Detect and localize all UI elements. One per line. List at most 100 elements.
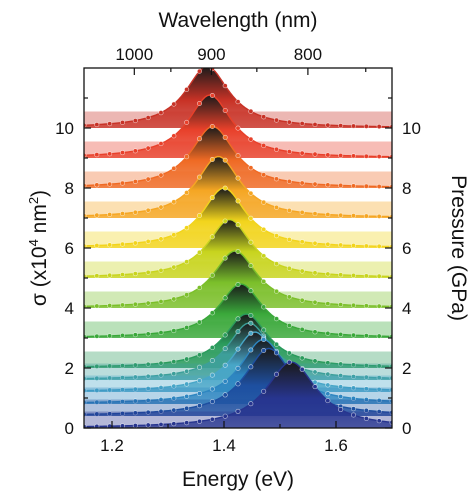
data-point <box>184 190 190 196</box>
data-point <box>94 387 100 393</box>
data-point <box>248 215 254 221</box>
data-point <box>145 361 151 367</box>
data-point <box>286 359 292 365</box>
data-point <box>299 180 305 186</box>
data-point <box>261 388 267 394</box>
data-point <box>107 333 113 339</box>
data-point <box>299 355 305 361</box>
data-point <box>171 165 177 171</box>
data-point <box>209 416 215 422</box>
sigma-symbol: σ (x10 <box>28 246 51 306</box>
data-point <box>197 136 203 142</box>
data-point <box>261 337 267 343</box>
data-point <box>248 312 254 318</box>
data-point <box>350 302 356 308</box>
data-point <box>350 272 356 278</box>
data-point <box>273 371 279 377</box>
data-point <box>145 269 151 275</box>
data-point <box>286 350 292 356</box>
y-left-tick-label: 2 <box>65 359 74 378</box>
y-axis-title-right: Pressure (GPa) <box>447 175 470 321</box>
data-point <box>312 369 318 375</box>
data-point <box>299 268 305 274</box>
data-point <box>94 363 100 369</box>
data-point <box>286 265 292 271</box>
data-point <box>107 363 113 369</box>
data-point <box>120 211 126 217</box>
data-point <box>338 407 344 413</box>
data-point <box>235 365 241 371</box>
data-point <box>350 385 356 391</box>
data-point <box>107 272 113 278</box>
top-axis-title: Wavelength (nm) <box>158 9 317 32</box>
data-point <box>184 381 190 387</box>
data-point <box>120 410 126 416</box>
y-right-tick-label: 6 <box>402 239 411 258</box>
data-point <box>132 398 138 404</box>
data-point <box>145 331 151 337</box>
data-point <box>299 366 305 372</box>
data-point <box>261 327 267 333</box>
data-point <box>145 238 151 244</box>
data-point <box>222 332 228 338</box>
data-point <box>171 395 177 401</box>
data-point <box>171 371 177 377</box>
data-point <box>197 418 203 424</box>
data-point <box>363 153 369 159</box>
data-point <box>299 297 305 303</box>
data-point <box>120 332 126 338</box>
data-point <box>235 222 241 228</box>
data-point <box>299 150 305 156</box>
data-point <box>145 300 151 306</box>
data-point <box>209 386 215 392</box>
data-point <box>132 362 138 368</box>
data-point <box>273 176 279 182</box>
spectrum-area-0.8-gpa <box>84 339 392 404</box>
data-point <box>132 332 138 338</box>
data-point <box>350 183 356 189</box>
data-point <box>132 410 138 416</box>
data-point <box>158 360 164 366</box>
data-point <box>158 267 164 273</box>
data-point <box>158 408 164 414</box>
data-point <box>273 233 279 239</box>
data-point <box>338 373 344 379</box>
data-point <box>325 152 331 158</box>
data-point <box>235 175 241 181</box>
y-left-tick-label: 4 <box>65 299 74 318</box>
data-point <box>376 213 382 219</box>
data-point <box>132 118 138 124</box>
data-point <box>273 350 279 356</box>
data-point <box>376 418 382 424</box>
data-point <box>376 153 382 159</box>
data-point <box>158 372 164 378</box>
data-point <box>222 218 228 224</box>
data-point <box>248 190 254 196</box>
data-point <box>197 364 203 370</box>
data-point <box>184 420 190 426</box>
y-left-tick-label: 6 <box>65 239 74 258</box>
y-right-tick-label: 0 <box>402 419 411 438</box>
data-point <box>273 341 279 347</box>
data-point <box>376 333 382 339</box>
data-point <box>209 310 215 316</box>
data-point <box>248 364 254 370</box>
data-point <box>235 282 241 288</box>
data-point <box>197 319 203 325</box>
data-point <box>350 362 356 368</box>
data-point <box>299 209 305 215</box>
data-point <box>325 371 331 377</box>
data-point <box>312 299 318 305</box>
data-point <box>363 374 369 380</box>
data-point <box>376 273 382 279</box>
data-point <box>363 362 369 368</box>
data-point <box>222 157 228 163</box>
data-point <box>209 68 215 72</box>
data-point <box>158 236 164 242</box>
x-tick-label: 1.6 <box>324 436 348 455</box>
data-point <box>376 409 382 415</box>
data-point <box>158 422 164 428</box>
data-point <box>145 409 151 415</box>
data-point <box>107 411 113 417</box>
data-point <box>273 204 279 210</box>
